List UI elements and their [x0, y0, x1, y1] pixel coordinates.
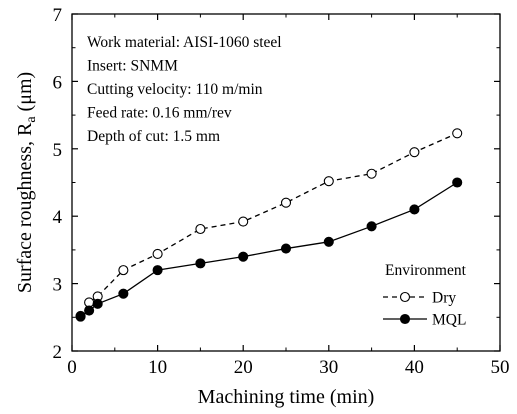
y-axis-title-subscript: a: [24, 116, 39, 123]
data-point-mql: [366, 221, 377, 232]
y-axis-title: Surface roughness, Ra (μm): [14, 72, 39, 293]
y-axis-title-main: Surface roughness, R: [14, 122, 36, 293]
y-tick-label: 4: [53, 207, 63, 228]
data-point-mql: [118, 288, 129, 299]
data-point-dry: [366, 168, 377, 179]
y-tick-label: 6: [53, 72, 63, 93]
annotation-line: Feed rate: 0.16 mm/rev: [87, 105, 232, 122]
data-point-mql: [323, 236, 334, 247]
data-point-dry: [323, 176, 334, 187]
x-axis-title: Machining time (min): [198, 386, 375, 408]
y-tick-label: 2: [53, 342, 63, 363]
annotation-line: Depth of cut: 1.5 mm: [87, 128, 220, 145]
series-layer: [75, 128, 463, 322]
annotation-line: Cutting velocity: 110 m/min: [87, 81, 263, 98]
annotation-line: Insert: SNMM: [87, 58, 178, 75]
y-tick-label: 5: [53, 140, 63, 161]
legend-marker-dry: [399, 291, 411, 303]
data-point-dry: [280, 197, 292, 208]
x-tick-label: 20: [234, 357, 253, 378]
data-point-mql: [84, 305, 95, 316]
data-point-mql: [238, 251, 249, 262]
legend-marker-mql: [399, 313, 411, 325]
data-point-mql: [75, 311, 86, 322]
axes: 0 10 20 30 40 50 2 3 4 5 6 7: [53, 5, 510, 378]
data-point-dry: [452, 128, 463, 139]
legend-label-dry: Dry: [432, 290, 456, 307]
x-tick-label: 30: [319, 357, 338, 378]
legend-title: Environment: [385, 262, 467, 279]
data-point-dry: [195, 223, 206, 235]
y-tick-label: 7: [53, 5, 63, 26]
data-point-mql: [409, 204, 420, 215]
annotation-line: Work material: AISI-1060 steel: [87, 34, 282, 51]
annotations-box: Work material: AISI-1060 steel Insert: SN…: [87, 34, 282, 145]
data-point-dry: [118, 265, 129, 276]
series-line-dry: [80, 132, 458, 317]
data-point-mql: [92, 298, 103, 309]
data-point-mql: [452, 177, 463, 188]
y-axis-title-unit: (μm): [14, 72, 36, 117]
data-point-mql: [195, 258, 206, 269]
x-tick-label: 10: [148, 357, 167, 378]
data-point-dry: [409, 147, 420, 158]
data-point-dry: [238, 216, 249, 227]
data-point-mql: [152, 265, 163, 276]
data-point-mql: [280, 243, 292, 254]
x-tick-label: 40: [405, 357, 424, 378]
legend-label-mql: MQL: [432, 312, 466, 329]
legend: Environment Dry MQL: [383, 262, 467, 329]
x-tick-label: 50: [491, 357, 510, 378]
data-point-dry: [152, 248, 163, 259]
y-tick-label: 3: [53, 275, 63, 296]
x-tick-label: 0: [67, 357, 77, 378]
